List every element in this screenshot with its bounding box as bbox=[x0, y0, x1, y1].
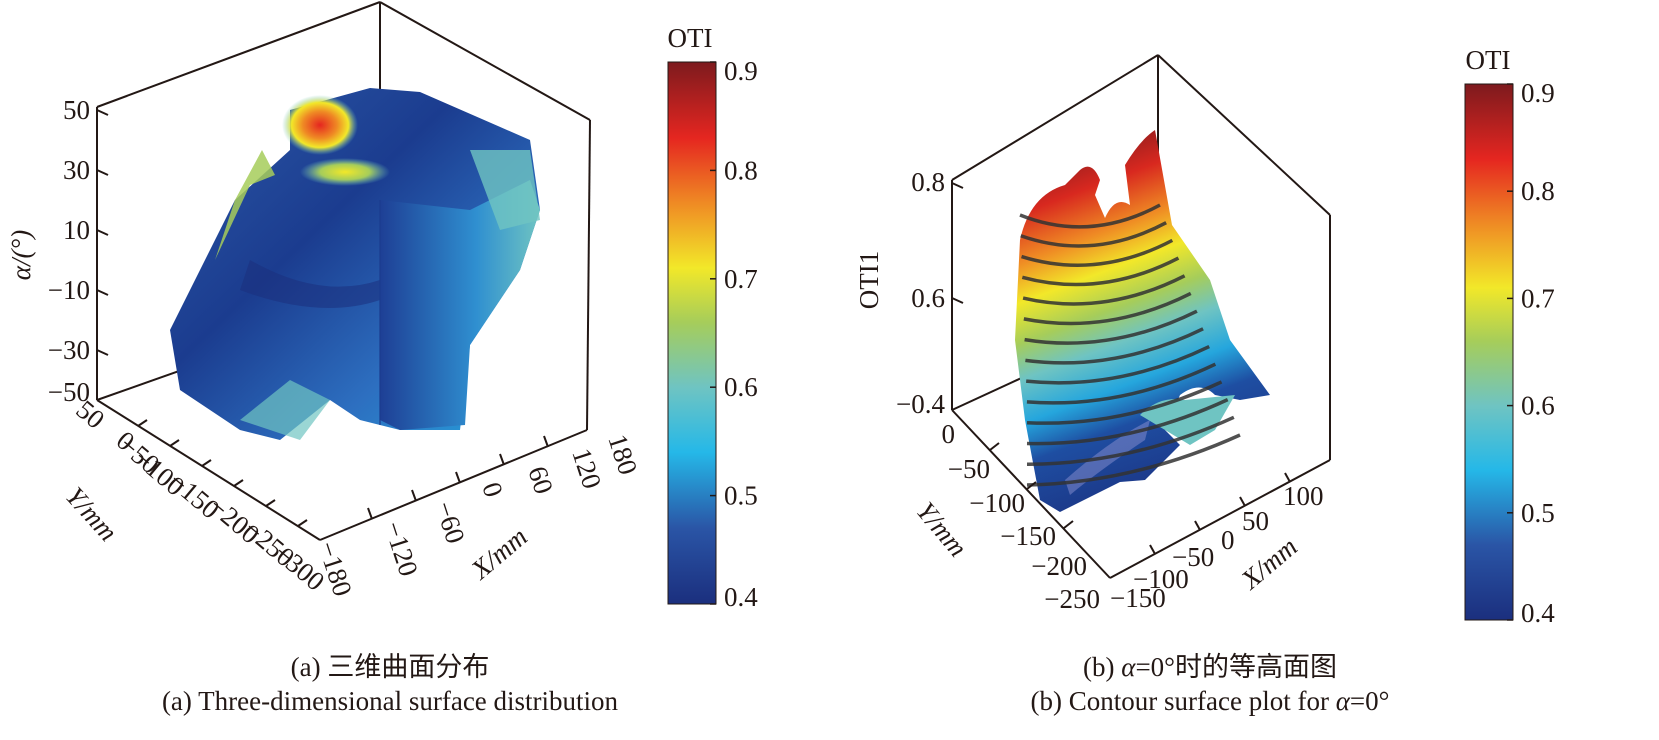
colorbar-tick-label: 0.7 bbox=[724, 264, 758, 294]
contour-line bbox=[1026, 415, 1235, 466]
x-tick-label: 180 bbox=[602, 431, 643, 479]
caption-suffix: =0° bbox=[1349, 686, 1390, 716]
panel-a-chart: 50 30 10 −10 −30 −50 α/(°) 50 0 −50 −10 0… bbox=[6, 1, 758, 612]
colorbar-tick-label: 0.9 bbox=[724, 56, 758, 86]
y-tick-label: −250 bbox=[1044, 584, 1100, 614]
colorbar-tick-label: 0.8 bbox=[724, 155, 758, 185]
z-tick-label: −30 bbox=[48, 335, 90, 365]
panel-a-surface bbox=[170, 88, 540, 440]
y-axis-label: Y/mm bbox=[60, 481, 123, 547]
contour-line bbox=[1025, 344, 1210, 385]
contour-line bbox=[1021, 238, 1174, 267]
colorbar-gradient bbox=[1464, 83, 1514, 621]
z-tick-label: 50 bbox=[63, 95, 90, 125]
contour-line bbox=[1019, 203, 1161, 229]
contour-line bbox=[1025, 327, 1204, 365]
panel-b-caption: (b) α=0°时的等高面图 (b) Contour surface plot … bbox=[900, 650, 1520, 718]
x-tick-label: −150 bbox=[1110, 583, 1166, 613]
caption-prefix: (b) bbox=[1083, 652, 1122, 682]
colorbar-tick-label: 0.6 bbox=[1521, 391, 1555, 421]
x-tick-label: 100 bbox=[1283, 481, 1324, 511]
alpha-symbol: α bbox=[1121, 652, 1136, 682]
z-tick-label: 10 bbox=[63, 215, 90, 245]
panel-b-caption-cn: (b) α=0°时的等高面图 bbox=[900, 650, 1520, 684]
panel-a-caption-en: (a) Three-dimensional surface distributi… bbox=[161, 686, 619, 716]
y-axis-label: Y/mm bbox=[911, 496, 974, 562]
contour-line bbox=[1026, 380, 1223, 425]
colorbar-tick-label: 0.9 bbox=[1521, 78, 1555, 108]
colorbar-label: OTI bbox=[1466, 45, 1511, 75]
contour-line bbox=[1020, 221, 1167, 248]
panel-a-caption: (a) 三维曲面分布 (a) Three-dimensional surface… bbox=[60, 650, 720, 718]
panel-a-colorbar: OTI 0.4 0.5 0.6 0.7 0.8 0.9 bbox=[667, 23, 758, 612]
z-tick-label: −50 bbox=[48, 377, 90, 407]
y-tick-label: −200 bbox=[1031, 551, 1087, 581]
z-tick-label: −0.4 bbox=[896, 389, 945, 419]
x-tick-label: 60 bbox=[522, 463, 559, 498]
contour-line bbox=[1026, 398, 1229, 446]
z-axis-label: α/(°) bbox=[6, 230, 36, 280]
contour-line bbox=[1021, 256, 1180, 287]
z-tick-label: 0.8 bbox=[911, 167, 945, 197]
x-tick-label: 120 bbox=[566, 445, 607, 493]
colorbar-tick-label: 0.6 bbox=[724, 372, 758, 402]
caption-suffix: =0°时的等高面图 bbox=[1135, 652, 1337, 682]
y-tick-label: −50 bbox=[948, 454, 990, 484]
colorbar-tick-label: 0.5 bbox=[1521, 498, 1555, 528]
panel-b-chart: 0.8 0.6 −0.4 OTI1 0 −50 −100 −150 −200 −… bbox=[854, 45, 1555, 628]
x-tick-label: −100 bbox=[1133, 564, 1189, 594]
z-tick-label: 0.6 bbox=[911, 283, 945, 313]
z-axis-label: OTI1 bbox=[854, 251, 884, 309]
x-axis-label: X/mm bbox=[1235, 531, 1303, 595]
y-tick-label: −100 bbox=[969, 488, 1025, 518]
panel-a-x-axis: −180 −120 −60 0 60 120 180 X/mm bbox=[312, 431, 643, 600]
contour-line bbox=[1026, 362, 1217, 405]
x-tick-label: −60 bbox=[429, 498, 471, 547]
panel-b-colorbar: OTI 0.4 0.5 0.6 0.7 0.8 0.9 bbox=[1464, 45, 1555, 628]
colorbar-tick-label: 0.4 bbox=[1521, 598, 1555, 628]
panel-b-caption-en: (b) Contour surface plot for α=0° bbox=[900, 684, 1520, 718]
x-tick-label: −50 bbox=[1172, 542, 1214, 572]
z-tick-label: −10 bbox=[48, 275, 90, 305]
x-tick-label: 0 bbox=[476, 479, 509, 501]
y-tick-label: 0 bbox=[942, 419, 956, 449]
panel-b-surface bbox=[1015, 130, 1270, 512]
z-tick-label: 30 bbox=[63, 155, 90, 185]
colorbar-gradient bbox=[667, 61, 717, 605]
colorbar-tick-label: 0.7 bbox=[1521, 283, 1555, 313]
caption-prefix: (b) Contour surface plot for bbox=[1030, 686, 1336, 716]
colorbar-label: OTI bbox=[668, 23, 713, 53]
colorbar-tick-label: 0.5 bbox=[724, 481, 758, 511]
contour-lines bbox=[1019, 203, 1241, 487]
x-tick-label: 50 bbox=[1242, 506, 1269, 536]
colorbar-tick-label: 0.4 bbox=[724, 582, 758, 612]
contour-line bbox=[1024, 309, 1198, 345]
contour-line bbox=[1023, 291, 1192, 326]
alpha-symbol: α bbox=[1335, 686, 1350, 716]
x-tick-label: −120 bbox=[378, 518, 424, 580]
contour-line bbox=[1022, 274, 1186, 306]
contour-line bbox=[1026, 433, 1241, 487]
x-axis-label: X/mm bbox=[465, 521, 533, 585]
colorbar-tick-label: 0.8 bbox=[1521, 176, 1555, 206]
panel-b-z-axis: 0.8 0.6 −0.4 OTI1 bbox=[854, 167, 964, 419]
x-tick-label: 0 bbox=[1221, 525, 1235, 555]
panel-a-caption-cn: (a) 三维曲面分布 bbox=[290, 652, 490, 682]
panel-a-z-axis: 50 30 10 −10 −30 −50 α/(°) bbox=[6, 95, 109, 407]
y-tick-label: −150 bbox=[1000, 521, 1056, 551]
panel-b-x-axis: −150 −100 −50 0 50 100 X/mm bbox=[1110, 472, 1324, 613]
